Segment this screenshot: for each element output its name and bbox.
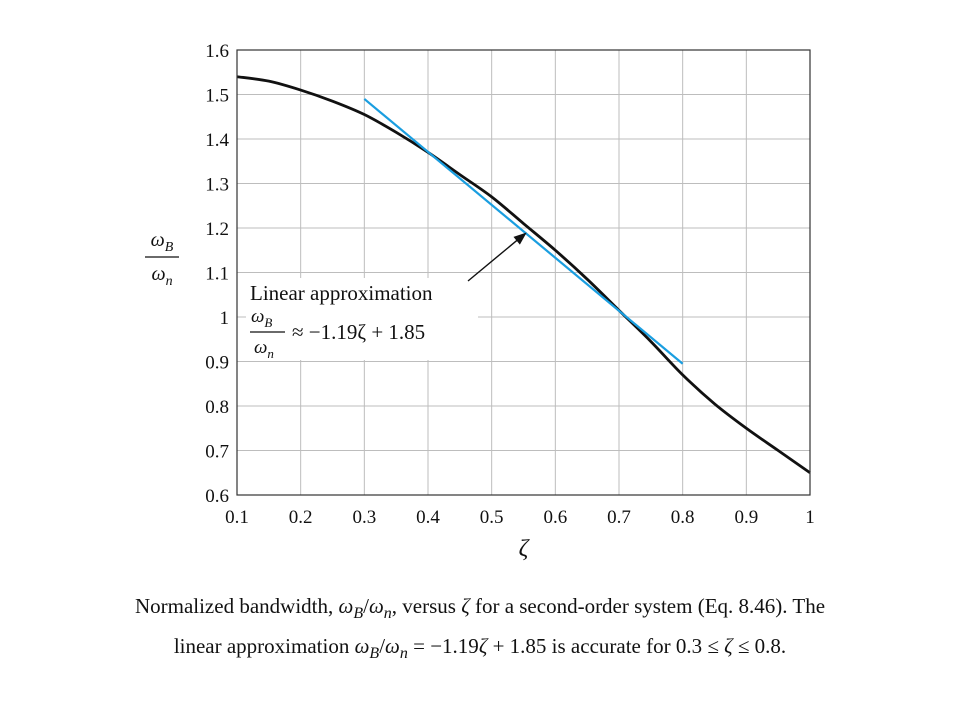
y-tick-label: 1.1 <box>205 264 229 285</box>
x-axis-label: ζ <box>519 536 531 562</box>
annotation-numerator-sub: B <box>264 315 272 330</box>
linear-approximation-line <box>363 98 684 365</box>
caption-slash: / <box>379 634 386 658</box>
caption-line-1: Normalized bandwidth, ωB/ωn, versus ζ fo… <box>0 590 960 630</box>
caption-slash: / <box>363 594 369 618</box>
caption-subscript: B <box>353 605 364 622</box>
annotation-arrow-line <box>467 235 523 282</box>
caption-text: for a second-order system (Eq. 8.46). Th… <box>469 594 826 618</box>
y-axis-label-numerator: ωB <box>151 229 174 255</box>
figure-caption: Normalized bandwidth, ωB/ωn, versus ζ fo… <box>0 590 960 670</box>
y-tick-label: 1.4 <box>205 130 229 151</box>
x-tick-label: 1 <box>805 507 815 528</box>
caption-omega: ω <box>338 594 354 618</box>
annotation-background <box>246 278 478 360</box>
caption-text: linear approximation <box>173 634 355 658</box>
y-axis-label-numerator-sub: B <box>165 240 174 255</box>
caption-subscript: n <box>383 605 392 622</box>
series-layer <box>236 75 811 474</box>
annotation-equation: ≈ −1.19ζ + 1.85 <box>292 320 425 344</box>
caption-text: = −1.19 <box>407 634 479 658</box>
x-tick-label: 0.5 <box>480 507 504 528</box>
caption-omega: ω <box>354 634 370 658</box>
caption-text: ≤ 0.8. <box>732 634 787 658</box>
y-tick-label: 1 <box>220 308 230 329</box>
grid <box>236 49 811 496</box>
annotation-arrowhead <box>513 232 527 245</box>
caption-line-2: linear approximation ωB/ωn = −1.19ζ + 1.… <box>0 630 960 670</box>
caption-text: , versus <box>391 594 462 618</box>
x-tick-label: 0.4 <box>416 507 440 528</box>
tick-labels: 0.1 0.2 0.3 0.4 0.5 0.6 0.7 0.8 0.9 1 0.6 0.7 0.8 0.9… <box>205 41 815 528</box>
y-tick-label: 1.5 <box>205 86 229 107</box>
x-tick-label: 0.6 <box>543 507 567 528</box>
x-tick-label: 0.2 <box>289 507 313 528</box>
caption-subscript: B <box>369 645 380 662</box>
caption-zeta: ζ <box>478 634 488 658</box>
y-tick-label: 1.3 <box>205 175 229 196</box>
y-tick-label: 0.9 <box>205 353 229 374</box>
plot-frame <box>236 49 811 496</box>
caption-omega: ω <box>368 594 384 618</box>
y-tick-label: 1.2 <box>205 219 229 240</box>
caption-text: Normalized bandwidth, <box>134 594 339 618</box>
axes <box>236 49 811 496</box>
y-tick-label: 1.6 <box>205 41 229 62</box>
y-tick-label: 0.8 <box>205 397 229 418</box>
y-tick-label: 0.6 <box>205 486 229 507</box>
y-axis-label-denominator: ωn <box>151 263 172 289</box>
x-tick-label: 0.7 <box>607 507 631 528</box>
x-tick-label: 0.8 <box>671 507 695 528</box>
x-tick-label: 0.1 <box>225 507 249 528</box>
exact-bandwidth-curve <box>236 75 811 474</box>
caption-subscript: n <box>399 645 408 662</box>
annotation-title: Linear approximation <box>250 281 433 305</box>
y-axis-label-denominator-sub: n <box>166 274 173 289</box>
y-tick-label: 0.7 <box>205 442 229 463</box>
annotation-denominator-sub: n <box>267 346 274 361</box>
x-tick-label: 0.9 <box>734 507 758 528</box>
caption-text: + 1.85 is accurate for 0.3 ≤ <box>487 634 725 658</box>
caption-omega: ω <box>385 634 400 658</box>
x-tick-label: 0.3 <box>352 507 376 528</box>
caption-zeta: ζ <box>724 634 733 658</box>
caption-zeta: ζ <box>461 594 470 618</box>
